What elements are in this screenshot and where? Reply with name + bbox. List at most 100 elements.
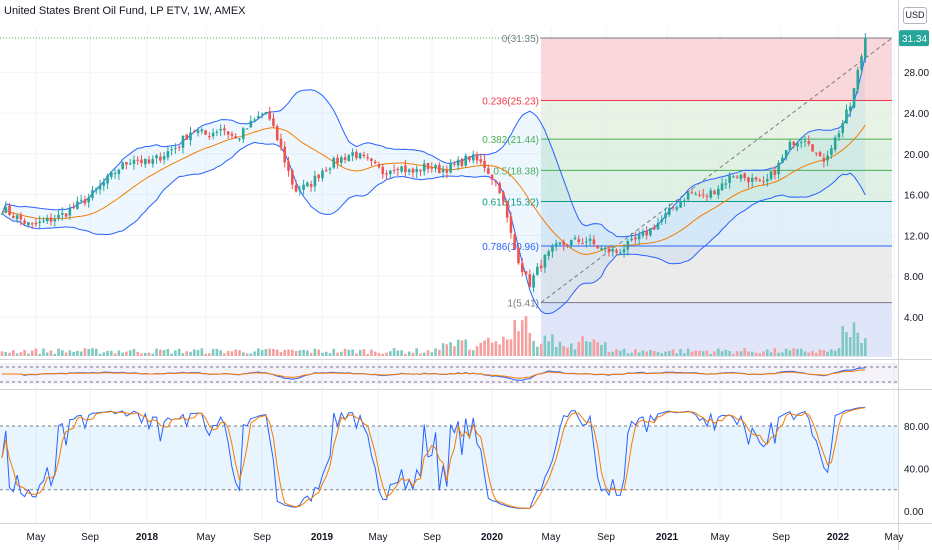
- candle-body: [132, 159, 136, 165]
- candle-body: [603, 247, 607, 250]
- volume-bar: [245, 353, 249, 356]
- volume-bar: [796, 349, 799, 356]
- volume-bar: [113, 353, 117, 356]
- candle-body: [490, 174, 494, 180]
- stochastic-pane: [0, 406, 898, 510]
- macd-pane: [0, 363, 898, 384]
- volume-bar: [257, 348, 260, 356]
- candle-body: [750, 177, 754, 182]
- volume-bar: [192, 349, 196, 356]
- candle-body: [196, 130, 200, 134]
- candle-body: [347, 155, 351, 162]
- volume-bar: [140, 353, 143, 356]
- candle-body: [468, 156, 471, 161]
- volume-bar: [630, 352, 633, 356]
- volume-bar: [136, 351, 140, 356]
- candle-body: [694, 194, 697, 196]
- candle-body: [121, 162, 124, 170]
- volume-bar: [811, 351, 814, 356]
- volume-bar: [754, 352, 758, 356]
- candle-body: [588, 238, 592, 241]
- volume-bar: [554, 346, 558, 356]
- volume-bar: [713, 351, 716, 356]
- symbol-title[interactable]: United States Brent Oil Fund, LP ETV, 1W…: [4, 5, 246, 17]
- currency-badge[interactable]: USD: [903, 7, 927, 24]
- fib-zone: [541, 100, 892, 140]
- fib-zone: [541, 139, 892, 171]
- candle-body: [290, 170, 294, 185]
- candle-body: [68, 208, 72, 216]
- candle-body: [38, 221, 41, 224]
- candle-body: [717, 188, 720, 196]
- candle-body: [573, 237, 577, 239]
- volume-bar: [799, 348, 803, 356]
- volume-bar: [200, 348, 204, 356]
- volume-bar: [852, 322, 856, 356]
- candle-body: [430, 167, 434, 169]
- candle-body: [264, 112, 268, 114]
- fibonacci-retracement[interactable]: 0(31.35) 0.236(25.23) 0.382(21.44) 0.5(18.3…: [0, 34, 893, 357]
- fib-level-label: 0(31.35): [502, 34, 539, 45]
- candle-body: [366, 157, 369, 159]
- volume-bar: [396, 350, 400, 356]
- candle-body: [709, 190, 713, 198]
- price-candles: [0, 33, 867, 293]
- volume-bar: [728, 351, 731, 356]
- macd-signal-line: [2, 369, 866, 379]
- candle-body: [698, 194, 701, 196]
- volume-bar: [766, 349, 769, 356]
- volume-bar: [125, 351, 128, 356]
- volume-bar: [588, 342, 592, 356]
- candle-body: [238, 138, 241, 140]
- volume-bar: [79, 351, 83, 356]
- volume-bar: [471, 350, 475, 356]
- volume-bar: [600, 344, 603, 356]
- volume-bar: [61, 350, 64, 356]
- candle-body: [389, 170, 392, 175]
- candle-body: [558, 242, 562, 245]
- volume-bar: [347, 349, 351, 356]
- volume-bar: [143, 352, 147, 356]
- candle-body: [268, 111, 271, 120]
- candle-body: [19, 215, 23, 220]
- candle-body: [788, 141, 792, 150]
- candle-body: [230, 133, 234, 136]
- candle-body: [536, 266, 539, 275]
- candle-body: [818, 152, 822, 157]
- volume-bar: [219, 350, 222, 356]
- candle-body: [234, 136, 238, 139]
- volume-bar: [185, 351, 189, 356]
- volume-bar: [340, 351, 343, 356]
- candle-body: [245, 128, 249, 130]
- volume-bar: [750, 351, 754, 356]
- candle-body: [64, 213, 68, 217]
- candle-body: [532, 275, 535, 288]
- volume-bar: [49, 350, 53, 356]
- candle-body: [151, 159, 155, 164]
- volume-bar: [302, 349, 305, 356]
- candle-body: [494, 180, 498, 183]
- candle-body: [61, 213, 64, 215]
- volume-bar: [238, 350, 241, 356]
- candle-body: [713, 190, 716, 195]
- candle-body: [781, 157, 784, 164]
- candle-body: [679, 201, 682, 208]
- volume-bar: [0, 351, 4, 356]
- volume-bar: [762, 351, 765, 356]
- candle-body: [162, 156, 166, 160]
- candle-body: [860, 56, 863, 70]
- volume-bar: [370, 349, 373, 356]
- volume-bar: [30, 350, 34, 356]
- candle-body: [618, 252, 622, 254]
- candle-body: [637, 234, 641, 240]
- volume-bar: [407, 351, 411, 356]
- volume-bar: [12, 350, 15, 356]
- fib-zone: [541, 302, 892, 357]
- volume-bar: [701, 351, 705, 356]
- volume-bar: [362, 349, 366, 356]
- candle-body: [53, 219, 57, 222]
- candle-body: [784, 149, 788, 158]
- fib-level-label: 0.618(15.32): [482, 198, 539, 209]
- volume-bar: [117, 350, 121, 356]
